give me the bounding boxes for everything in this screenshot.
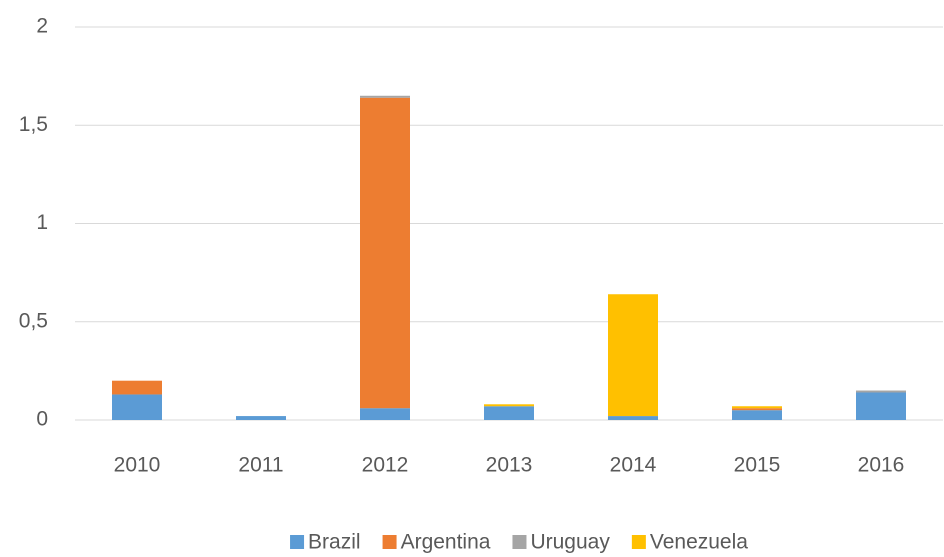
y-tick-label: 2 [36, 15, 48, 38]
bar-segment [608, 416, 658, 420]
y-tick-label: 1,5 [19, 113, 48, 136]
y-tick-label: 1 [36, 211, 48, 234]
bar-segment [484, 404, 534, 407]
legend-swatch [290, 535, 305, 549]
bar-segment [236, 416, 286, 420]
legend-label: Uruguay [530, 531, 610, 554]
bar-segment [732, 408, 782, 411]
bar-segment [732, 410, 782, 420]
bar-segment [112, 394, 162, 420]
bar-segment [360, 97, 410, 409]
legend-label: Argentina [401, 531, 491, 554]
y-tick-label: 0 [36, 408, 48, 431]
bar-segment [856, 390, 906, 393]
legend-label: Venezuela [650, 531, 748, 554]
legend-label: Brazil [308, 531, 361, 554]
x-tick-label: 2012 [362, 454, 409, 477]
x-tick-label: 2011 [238, 454, 283, 477]
x-tick-label: 2015 [734, 454, 781, 477]
x-tick-label: 2014 [610, 454, 657, 477]
legend-swatch [631, 535, 646, 549]
bar-segment [112, 380, 162, 395]
bar-segment [360, 95, 410, 98]
y-tick-label: 0,5 [19, 309, 48, 332]
legend-swatch [512, 535, 527, 549]
bar-segment [732, 406, 782, 409]
x-tick-label: 2013 [486, 454, 533, 477]
bar-segment [856, 392, 906, 420]
bar-segment [360, 408, 410, 420]
bar-segment [608, 294, 658, 417]
legend-swatch [382, 535, 397, 549]
bar-segment [484, 406, 534, 420]
x-tick-label: 2016 [858, 454, 905, 477]
x-tick-label: 2010 [114, 454, 161, 477]
